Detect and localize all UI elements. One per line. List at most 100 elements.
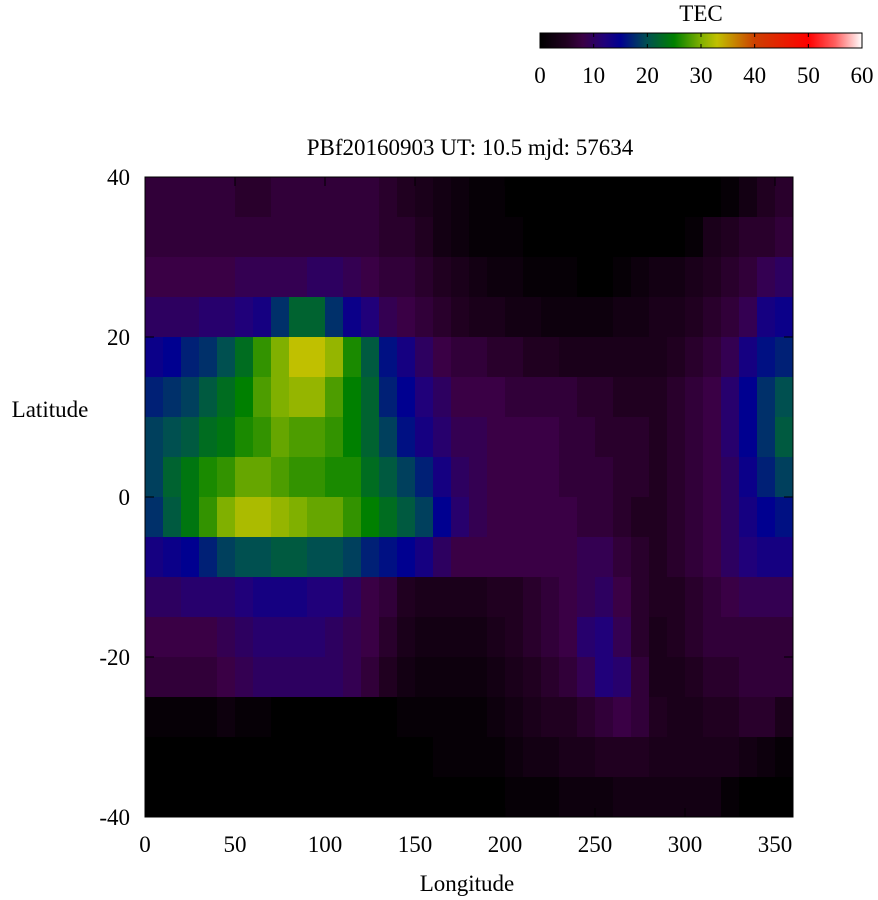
heatmap-cell — [343, 417, 362, 458]
heatmap-cell — [739, 377, 758, 418]
heatmap-cell — [379, 497, 398, 538]
heatmap-cell — [685, 177, 704, 218]
heatmap-cell — [433, 457, 452, 498]
heatmap-cell — [739, 777, 758, 818]
heatmap-cell — [595, 497, 614, 538]
heatmap-cell — [253, 457, 272, 498]
heatmap-cell — [253, 777, 272, 818]
x-tick-label: 300 — [668, 832, 703, 857]
heatmap-cell — [577, 177, 596, 218]
heatmap-cell — [757, 257, 776, 298]
heatmap-cell — [325, 217, 344, 258]
heatmap-cell — [451, 497, 470, 538]
heatmap-cell — [397, 377, 416, 418]
heatmap-cell — [595, 257, 614, 298]
heatmap-cell — [703, 177, 722, 218]
heatmap-cell — [433, 617, 452, 658]
heatmap-cell — [181, 417, 200, 458]
heatmap-cell — [523, 737, 542, 778]
heatmap-cell — [271, 617, 290, 658]
heatmap-cell — [361, 297, 380, 338]
heatmap-cell — [145, 417, 164, 458]
heatmap-cell — [739, 297, 758, 338]
heatmap-cell — [487, 217, 506, 258]
heatmap-cell — [235, 377, 254, 418]
heatmap-cell — [739, 657, 758, 698]
heatmap-cell — [487, 297, 506, 338]
heatmap-cell — [325, 417, 344, 458]
y-tick-label: 0 — [119, 485, 131, 510]
heatmap-cell — [379, 737, 398, 778]
heatmap-cell — [415, 217, 434, 258]
heatmap-cell — [361, 577, 380, 618]
heatmap-cell — [415, 457, 434, 498]
heatmap-cell — [631, 177, 650, 218]
heatmap-cell — [541, 377, 560, 418]
heatmap-cell — [235, 777, 254, 818]
y-axis-label: Latitude — [12, 397, 89, 422]
heatmap-cell — [325, 577, 344, 618]
heatmap-cell — [559, 257, 578, 298]
heatmap-cell — [343, 457, 362, 498]
heatmap-cell — [721, 377, 740, 418]
heatmap-cell — [469, 217, 488, 258]
heatmap-cell — [379, 657, 398, 698]
heatmap-cell — [775, 657, 794, 698]
heatmap-cell — [505, 657, 524, 698]
heatmap-cell — [523, 777, 542, 818]
heatmap-cell — [505, 177, 524, 218]
heatmap-cell — [721, 657, 740, 698]
heatmap-cell — [757, 697, 776, 738]
heatmap-cell — [541, 177, 560, 218]
heatmap-cell — [739, 737, 758, 778]
heatmap-cell — [433, 577, 452, 618]
heatmap-cell — [325, 537, 344, 578]
heatmap-cell — [577, 297, 596, 338]
heatmap-cell — [433, 777, 452, 818]
heatmap-cell — [397, 537, 416, 578]
heatmap-cell — [739, 417, 758, 458]
heatmap-cell — [649, 697, 668, 738]
heatmap-cell — [775, 217, 794, 258]
heatmap-cell — [487, 777, 506, 818]
colorbar-ticks: 0 10 20 30 40 50 60 — [534, 33, 874, 88]
heatmap-cell — [397, 257, 416, 298]
heatmap-cell — [721, 177, 740, 218]
heatmap-cell — [289, 617, 308, 658]
heatmap-cell — [487, 737, 506, 778]
heatmap-cell — [325, 657, 344, 698]
heatmap-cell — [505, 257, 524, 298]
heatmap-cell — [541, 497, 560, 538]
heatmap-cell — [451, 657, 470, 698]
heatmap-cell — [163, 217, 182, 258]
heatmap-cell — [253, 697, 272, 738]
heatmap-cell — [289, 577, 308, 618]
x-tick-label: 50 — [224, 832, 247, 857]
heatmap-cell — [415, 377, 434, 418]
heatmap-cell — [775, 497, 794, 538]
heatmap-cell — [361, 177, 380, 218]
heatmap-cell — [613, 537, 632, 578]
heatmap-cell — [739, 537, 758, 578]
heatmap-cell — [613, 257, 632, 298]
heatmap-cell — [145, 457, 164, 498]
heatmap-cell — [469, 537, 488, 578]
heatmap-cell — [253, 297, 272, 338]
heatmap-cell — [307, 457, 326, 498]
heatmap-cell — [217, 617, 236, 658]
heatmap-cell — [397, 337, 416, 378]
heatmap-cell — [505, 457, 524, 498]
heatmap-cell — [397, 217, 416, 258]
heatmap-cell — [325, 377, 344, 418]
heatmap-cell — [397, 777, 416, 818]
heatmap-cell — [667, 217, 686, 258]
heatmap-cell — [379, 337, 398, 378]
heatmap-cell — [487, 377, 506, 418]
heatmap-cell — [325, 497, 344, 538]
heatmap-cell — [469, 577, 488, 618]
heatmap-cell — [649, 377, 668, 418]
heatmap-cell — [577, 537, 596, 578]
heatmap-cell — [775, 337, 794, 378]
y-tick-label: 40 — [107, 165, 130, 190]
heatmap-cell — [721, 497, 740, 538]
